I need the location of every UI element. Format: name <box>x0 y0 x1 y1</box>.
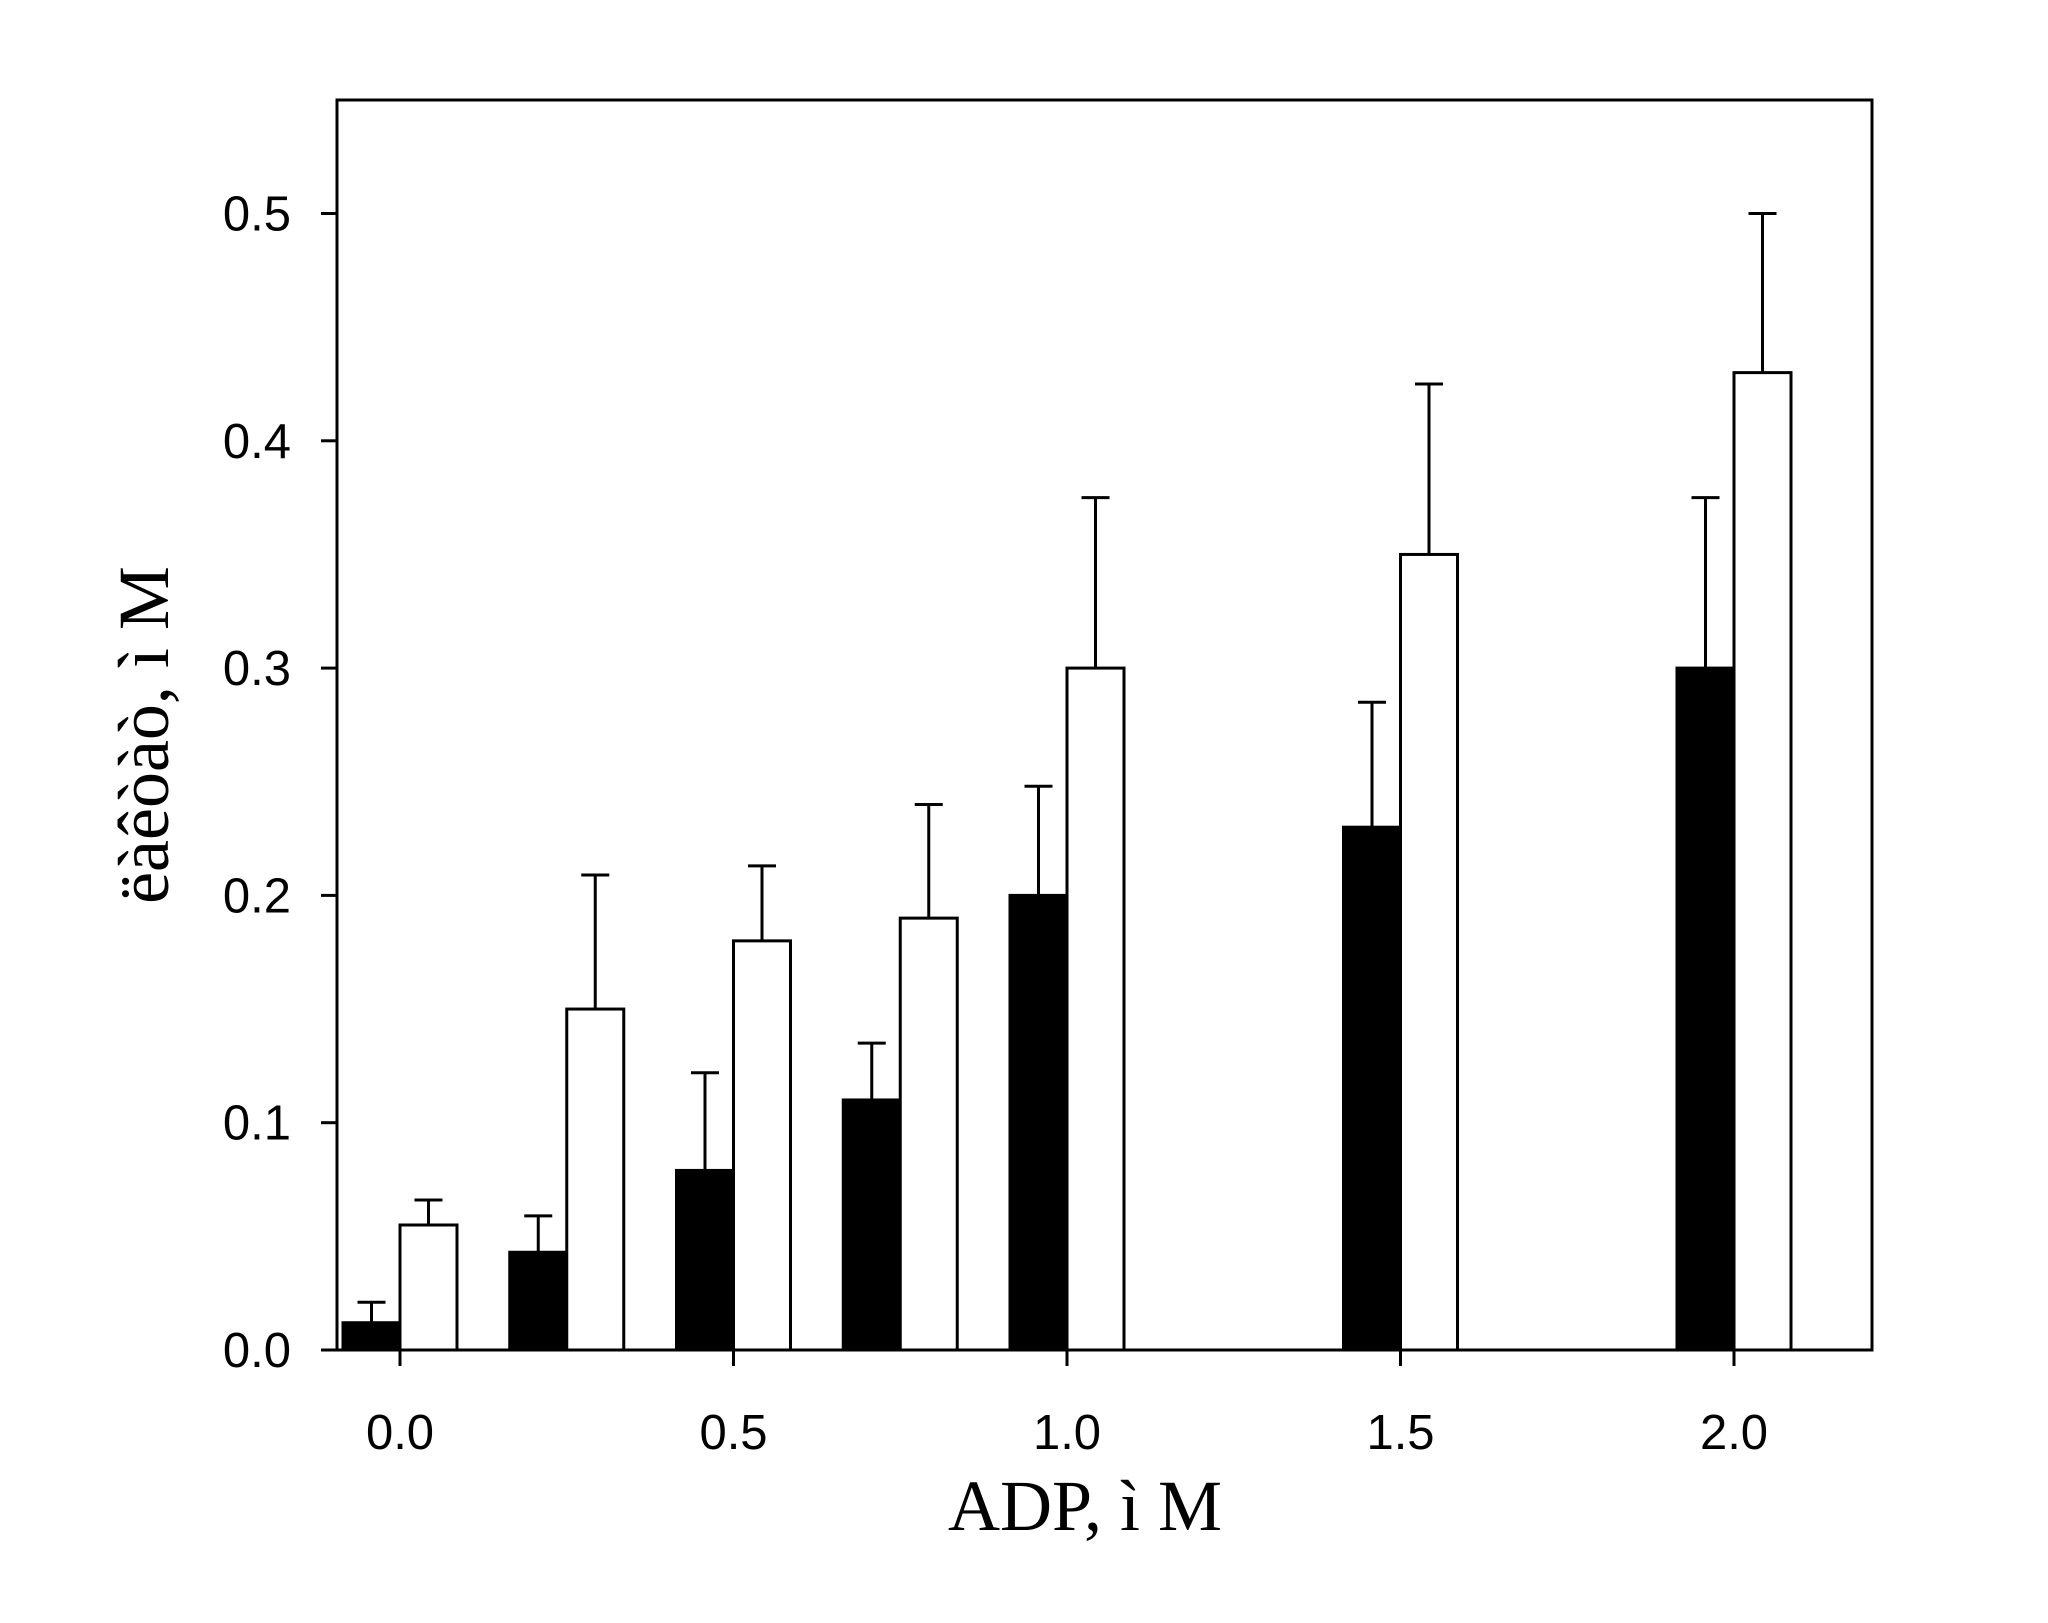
error-bars-layer <box>357 212 1777 1323</box>
bar-series2-3 <box>898 916 959 1352</box>
bar-series2-5 <box>1399 552 1459 1352</box>
bar-series2-6 <box>1732 371 1793 1352</box>
bar-series1-2 <box>675 1168 735 1352</box>
y-tick-label-0: 0.0 <box>223 1324 291 1378</box>
bar-series1-6 <box>1675 666 1736 1352</box>
bar-series2-0 <box>398 1223 459 1352</box>
bar-series1-0 <box>341 1321 402 1352</box>
x-tick-label-0: 0.0 <box>366 1406 434 1460</box>
bar-series2-2 <box>732 939 792 1352</box>
bar-series2-1 <box>565 1007 626 1352</box>
y-tick-label-5: 0.5 <box>223 188 291 242</box>
x-tick-label-1: 0.5 <box>699 1406 767 1460</box>
x-tick-label-2: 1.0 <box>1033 1406 1101 1460</box>
x-axis: 0.0 0.5 1.0 1.5 2.0 <box>337 1348 1872 1460</box>
bar-series1-3 <box>841 1098 902 1352</box>
x-tick-label-3: 1.5 <box>1366 1406 1434 1460</box>
y-axis-title: ëàêòàò, ì M <box>104 566 184 904</box>
y-tick-label-2: 0.2 <box>223 869 291 923</box>
y-tick-label-4: 0.4 <box>223 415 291 469</box>
y-axis: 0.0 0.1 0.2 0.3 0.4 0.5 <box>223 100 339 1378</box>
x-tick-label-4: 2.0 <box>1700 1406 1768 1460</box>
y-tick-label-3: 0.3 <box>223 642 291 696</box>
bar-series2-4 <box>1065 666 1126 1352</box>
y-tick-label-1: 0.1 <box>223 1097 291 1151</box>
bar-series1-1 <box>508 1250 569 1352</box>
bar-series1-5 <box>1342 825 1402 1352</box>
bar-series1-4 <box>1008 893 1069 1352</box>
x-axis-title: ADP, ì M <box>948 1466 1222 1546</box>
